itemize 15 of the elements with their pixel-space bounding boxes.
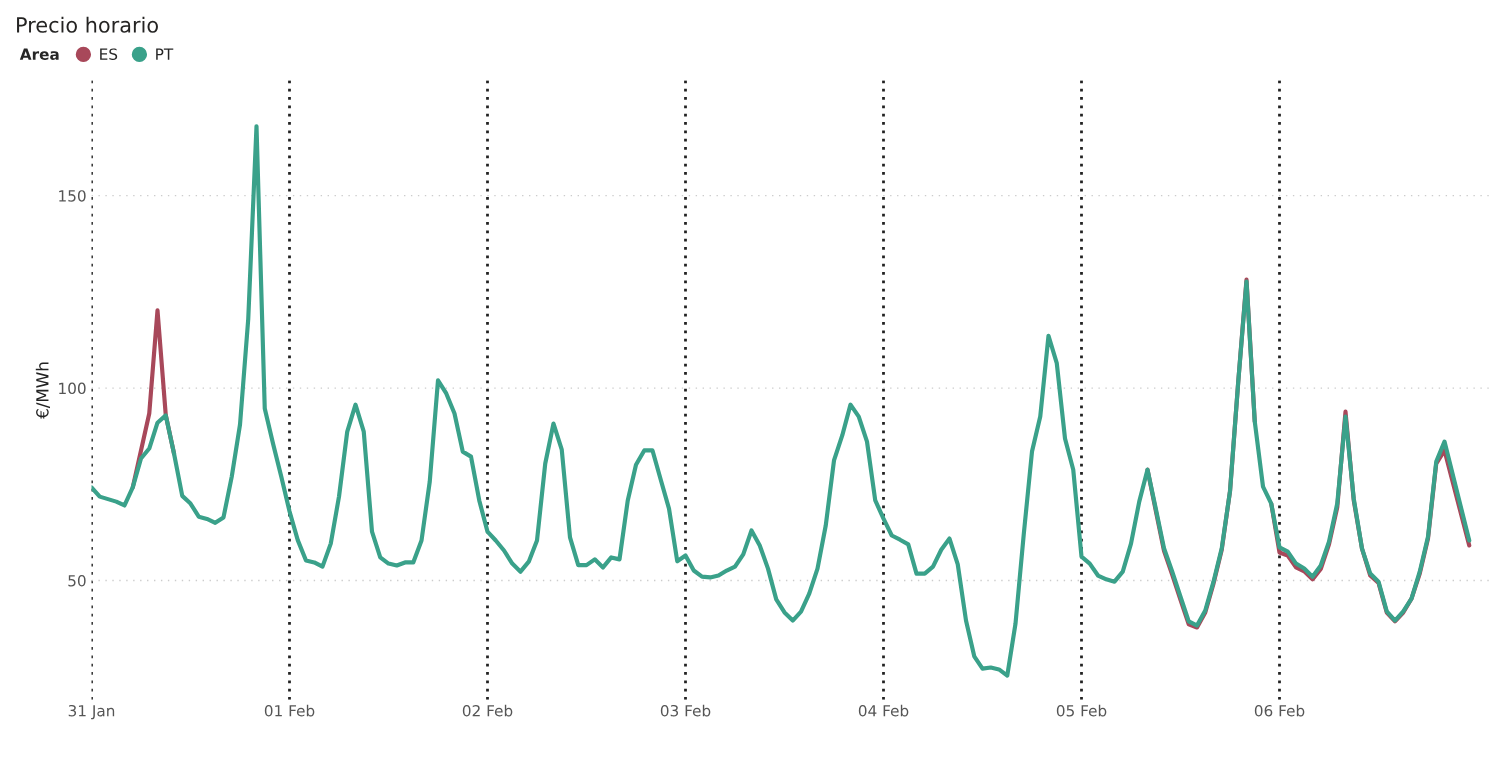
x-tick-label: 05 Feb — [1056, 704, 1107, 717]
y-tick-label: 100 — [59, 382, 86, 395]
legend-label: PT — [156, 48, 174, 60]
y-tick-label: 150 — [59, 190, 86, 202]
legend-label: ES — [100, 48, 118, 60]
x-tick-label: 31 Jan — [68, 704, 115, 720]
y-tick-label: 50 — [68, 574, 86, 587]
x-tick-label: 01 Feb — [264, 704, 315, 717]
x-tick-label: 06 Feb — [1254, 704, 1305, 717]
legend-title: Area — [19, 48, 59, 60]
x-tick-label: 02 Feb — [462, 704, 513, 717]
y-axis-title: €/MWh — [35, 362, 50, 419]
x-tick-label: 04 Feb — [858, 704, 909, 717]
chart-title: Precio horario — [17, 16, 158, 33]
x-tick-label: 03 Feb — [660, 704, 711, 717]
